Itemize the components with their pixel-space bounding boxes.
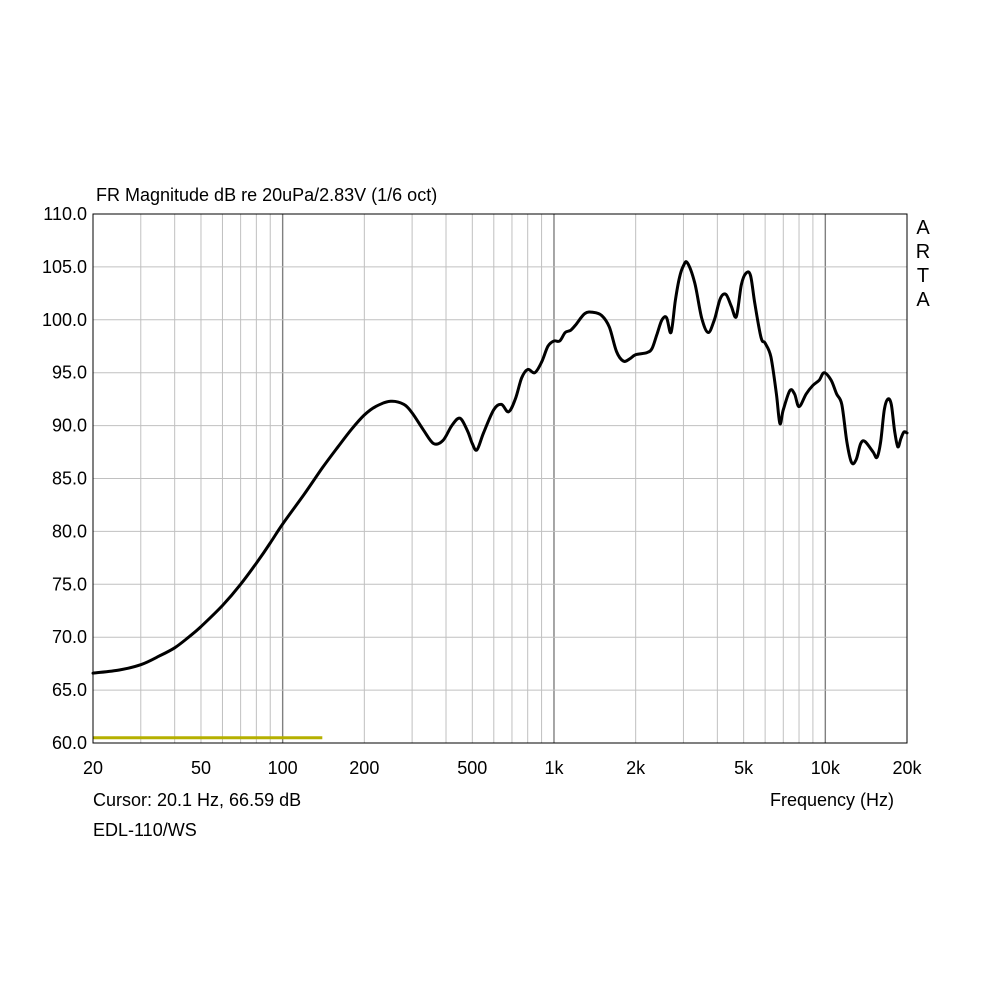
brand-letter: A	[916, 289, 930, 311]
x-tick-label: 5k	[734, 758, 754, 778]
brand-letter: A	[916, 217, 930, 239]
x-tick-label: 10k	[811, 758, 841, 778]
y-tick-label: 100.0	[42, 310, 87, 330]
arta-brand: A R T A	[912, 216, 934, 312]
brand-letter: R	[915, 241, 931, 263]
y-tick-label: 75.0	[52, 574, 87, 594]
x-tick-label: 20k	[892, 758, 922, 778]
y-tick-label: 110.0	[43, 204, 87, 224]
y-tick-label: 70.0	[52, 627, 87, 647]
cursor-readout: Cursor: 20.1 Hz, 66.59 dB	[93, 790, 302, 810]
x-tick-label: 1k	[544, 758, 564, 778]
device-name: EDL-110/WS	[93, 820, 197, 840]
plot-frame	[92, 213, 908, 744]
y-tick-label: 95.0	[52, 363, 87, 383]
y-tick-label: 65.0	[52, 680, 87, 700]
frequency-response-trace	[91, 260, 909, 675]
y-tick-label: 105.0	[42, 257, 87, 277]
brand-letter: T	[916, 265, 930, 287]
y-tick-label: 60.0	[52, 733, 87, 753]
y-tick-label: 90.0	[52, 416, 87, 436]
y-tick-label: 80.0	[52, 521, 87, 541]
x-axis-label: Frequency (Hz)	[770, 790, 895, 810]
x-tick-labels: 20 50 100 200 500 1k 2k 5k 10k 20k	[83, 758, 923, 778]
y-tick-labels: 110.0 105.0 100.0 95.0 90.0 85.0 80.0 75.0 70.0 6…	[42, 204, 87, 753]
x-tick-label: 200	[349, 758, 379, 778]
x-tick-label: 100	[268, 758, 298, 778]
trace-layer	[91, 260, 909, 740]
x-tick-label: 2k	[626, 758, 646, 778]
y-tick-label: 85.0	[52, 469, 87, 489]
x-tick-label: 50	[191, 758, 211, 778]
x-tick-label: 500	[457, 758, 487, 778]
chart-title: FR Magnitude dB re 20uPa/2.83V (1/6 oct)	[96, 185, 438, 205]
grid-lines	[93, 214, 907, 743]
x-tick-label: 20	[83, 758, 103, 778]
